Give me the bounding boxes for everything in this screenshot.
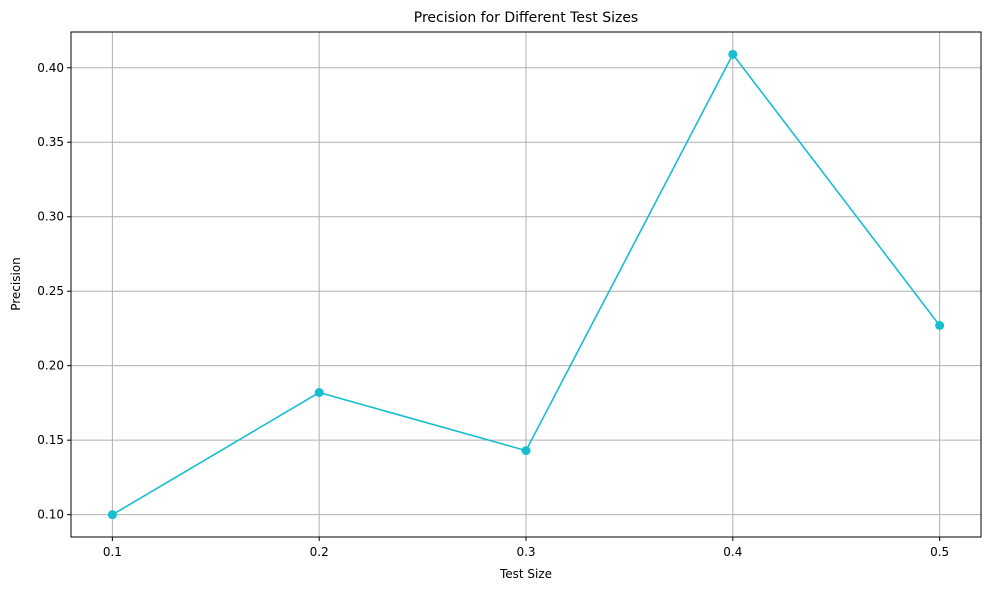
y-axis-label: Precision: [9, 257, 23, 311]
x-tick-label: 0.1: [103, 545, 122, 559]
y-tick-label: 0.10: [37, 508, 64, 522]
x-axis-label: Test Size: [499, 567, 552, 581]
y-tick-label: 0.20: [37, 359, 64, 373]
y-tick-label: 0.25: [37, 284, 64, 298]
x-tick-label: 0.5: [930, 545, 949, 559]
data-point: [521, 446, 531, 456]
x-axis-ticks: 0.1 0.2 0.3 0.4 0.5: [103, 537, 949, 559]
y-tick-label: 0.40: [37, 61, 64, 75]
x-tick-label: 0.3: [516, 545, 535, 559]
data-point: [314, 388, 324, 398]
chart-title: Precision for Different Test Sizes: [414, 10, 638, 26]
x-tick-label: 0.2: [310, 545, 329, 559]
y-tick-label: 0.35: [37, 135, 64, 149]
data-point: [107, 510, 117, 520]
data-point: [935, 320, 945, 330]
y-tick-label: 0.15: [37, 433, 64, 447]
data-point-markers: [107, 49, 945, 520]
y-axis-ticks: 0.10 0.15 0.20 0.25 0.30 0.35 0.40: [37, 61, 71, 522]
x-tick-label: 0.4: [723, 545, 742, 559]
data-point: [728, 49, 738, 59]
grid-lines: [71, 32, 981, 537]
y-tick-label: 0.30: [37, 210, 64, 224]
